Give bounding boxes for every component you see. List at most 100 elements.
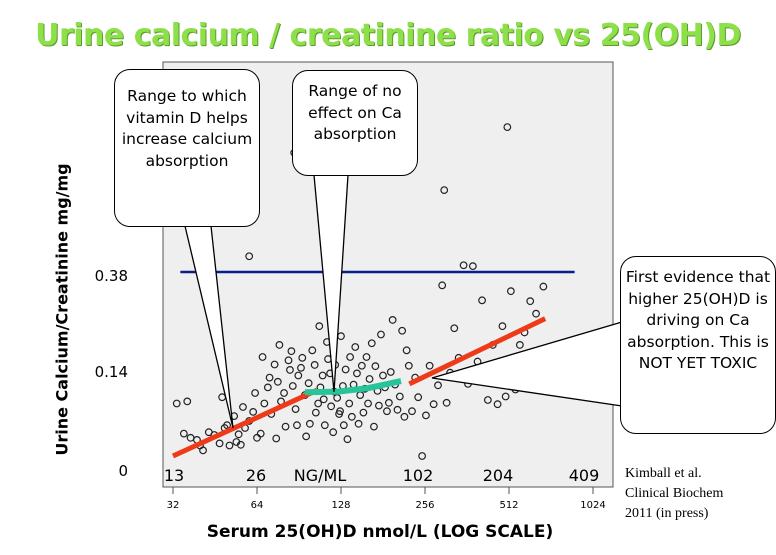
data-point [286,366,294,374]
data-point [275,341,284,349]
data-point [249,408,258,416]
citation-line: Kimball et al. [625,466,702,481]
callout-right: First evidence that higher 25(OH)D is dr… [620,256,776,434]
data-point [265,373,274,382]
data-point [362,353,371,361]
data-point [450,324,459,333]
data-point [302,432,311,441]
data-point [297,363,305,372]
data-point [386,368,395,376]
data-point [393,405,402,414]
y-tick-label: 0 [118,462,128,480]
data-point [367,339,376,348]
data-point [315,322,324,331]
data-point [359,408,368,417]
data-point [384,398,393,407]
data-point [263,383,272,392]
data-point [375,401,383,410]
data-point [179,429,188,438]
data-point [304,379,313,388]
data-point [345,399,354,408]
data-point [434,381,442,390]
data-point [273,377,282,386]
data-point [293,421,301,430]
data-point [478,296,486,305]
data-point [539,282,548,291]
data-point [298,353,307,362]
y-tick-label: 0.14 [94,363,128,381]
lines-layer [171,270,575,459]
data-point [336,407,344,416]
data-point [364,399,372,408]
data-point [498,322,507,331]
data-point [402,346,411,355]
data-point [515,341,524,349]
x-axis-label: Serum 25(OH)D nmol/L (LOG SCALE) [206,522,554,542]
ngml-axis: 13 26 NG/ML 102 204 409 [164,466,599,485]
citation-line: 2011 (in press) [625,506,709,521]
data-point [327,402,336,411]
data-point [172,399,181,408]
red-fit-line [408,316,547,387]
data-point [341,365,350,374]
data-point [251,389,259,397]
data-point [501,392,510,401]
data-point [438,281,447,290]
data-point [442,398,451,407]
red-fit-line [171,387,319,459]
data-point [329,428,338,437]
data-point [281,422,290,431]
data-point [245,252,254,261]
data-point [308,346,317,355]
data-point [287,347,296,356]
data-point [314,399,323,408]
data-point [291,405,300,414]
x-tick-label: 256 [415,500,434,511]
data-point [223,421,231,430]
x-tick-label: 1024 [580,500,605,511]
data-point [294,371,303,380]
data-point [311,408,320,417]
data-point [506,287,515,296]
x-tick-label: 64 [251,500,264,511]
data-point [503,123,512,132]
y-tick-label: 0.38 [94,267,128,285]
data-point [370,422,378,431]
data-point [320,421,329,430]
data-point [532,309,540,318]
data-point [318,371,327,380]
data-point [280,389,288,397]
data-point [468,262,477,271]
data-point [425,361,434,370]
data-point [353,369,361,378]
ngml-tick-label: NG/ML [294,466,347,485]
ngml-tick-label: 409 [569,466,600,485]
data-point [459,261,468,270]
data-point [440,186,449,195]
data-point [483,396,492,404]
data-point [239,403,247,411]
data-point [272,434,281,443]
citation-line: Clinical Biochem [625,486,724,501]
data-point [351,343,360,351]
data-point [284,356,293,365]
x-tick-label: 512 [499,500,518,511]
slide-title: Urine calcium / creatinine ratio vs 25(O… [35,18,741,53]
x-tick-label: 128 [331,500,350,511]
data-point [354,419,363,428]
data-point [388,316,397,324]
data-point [395,392,404,401]
x-tick-label: 32 [167,500,180,511]
data-point [365,375,374,383]
data-point [310,361,319,369]
data-point [493,400,502,409]
data-point [400,412,409,421]
data-point [404,361,413,370]
ngml-tick-label: 204 [483,466,514,485]
data-point [357,361,366,370]
data-point [260,399,269,408]
data-point [414,393,423,402]
data-point [305,419,314,428]
data-point [215,439,224,448]
data-point [422,411,430,420]
